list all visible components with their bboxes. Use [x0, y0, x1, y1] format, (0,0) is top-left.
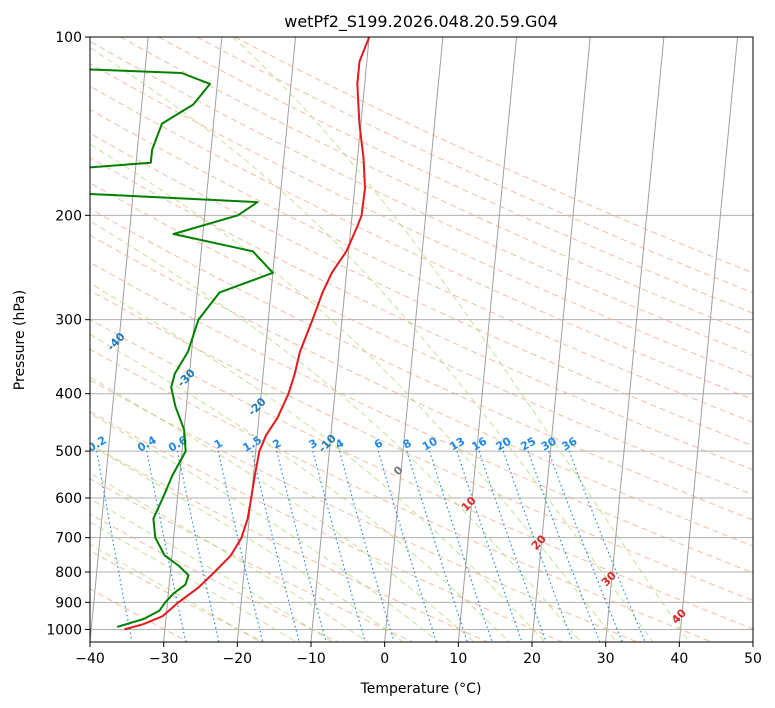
x-tick-label: 20: [523, 651, 541, 667]
moist-adiabat: [232, 37, 690, 642]
skewed-isotherms: [90, 37, 753, 642]
dry-adiabat: [90, 182, 753, 496]
y-tick-label: 900: [55, 595, 82, 611]
moist-adiabat: [90, 220, 582, 642]
y-tick-label: 1000: [46, 622, 82, 638]
temperature-profile-line: [124, 37, 371, 631]
moist-adiabat: [90, 333, 510, 642]
isotherm-line: [678, 37, 739, 642]
dry-adiabat: [90, 478, 414, 642]
y-tick-label: 400: [55, 387, 82, 403]
mixing-ratio-line: [338, 450, 395, 642]
y-tick-label: 300: [55, 313, 82, 329]
mixing-ratio-line: [478, 450, 547, 642]
isotherm-line: [310, 37, 370, 642]
x-tick-label: −30: [149, 651, 179, 667]
moist-adiabat: [90, 282, 546, 642]
dewpoint-profile-line: [90, 68, 274, 628]
y-tick-label: 200: [55, 208, 82, 224]
dry-adiabat: [90, 588, 190, 642]
x-tick-label: 10: [449, 651, 467, 667]
moist-adiabat: [90, 412, 439, 642]
mixing-ratio-line: [177, 450, 220, 642]
y-tick-label: 800: [55, 565, 82, 581]
y-tick-label: 100: [55, 30, 82, 46]
mixing-ratio-line: [502, 450, 574, 642]
dry-adiabat: [90, 411, 563, 642]
y-axis-ticks: 100 200 300 400 500 600 700 800 900 1000: [46, 30, 90, 638]
isotherm-line: [457, 37, 518, 642]
y-tick-label: 500: [55, 444, 82, 460]
sounding-series: [90, 37, 371, 631]
mixing-ratio-line: [429, 450, 493, 642]
dry-adiabat: [90, 289, 753, 602]
mixing-ratio-line: [456, 450, 523, 642]
mixing-ratio-line: [527, 450, 601, 642]
dry-adiabats: [90, 37, 753, 642]
x-tick-label: 30: [597, 651, 615, 667]
dry-adiabat: [158, 37, 753, 314]
moist-adiabat: [90, 472, 368, 642]
dry-adiabat: [90, 444, 488, 642]
dry-adiabat: [90, 234, 753, 547]
mixing-ratio-line: [547, 450, 623, 642]
moist-adiabat: [90, 47, 654, 642]
moist-adiabat: [90, 444, 404, 642]
mixing-ratio-line: [217, 450, 264, 642]
dry-adiabat: [90, 261, 753, 574]
isotherm-line: [236, 37, 297, 642]
dry-adiabat: [196, 37, 753, 294]
x-axis-ticks: −40 −30 −20 −10 0 10 20 30 40 50: [75, 642, 762, 667]
chart-title: wetPf2_S199.2026.048.20.59.G04: [284, 12, 558, 32]
isotherm-line: [90, 37, 149, 642]
isotherm-line: [384, 37, 444, 642]
isotherm-line: [531, 37, 591, 642]
x-tick-label: 50: [744, 651, 762, 667]
y-tick-label: 600: [55, 491, 82, 507]
x-tick-label: 40: [670, 651, 688, 667]
x-tick-label: −10: [296, 651, 326, 667]
dry-adiabat: [90, 348, 712, 642]
x-axis-label: Temperature (°C): [360, 681, 482, 697]
x-tick-label: −20: [223, 651, 253, 667]
mixing-ratio-line: [568, 450, 646, 642]
x-tick-label: −40: [75, 651, 105, 667]
isotherm-line: [605, 37, 665, 642]
plot-frame: [89, 36, 754, 643]
mixing-ratio-line: [377, 450, 437, 642]
mixing-ratio-line: [406, 450, 469, 642]
dry-adiabat: [90, 318, 753, 630]
x-tick-label: 0: [380, 651, 389, 667]
y-axis-label: Pressure (hPa): [12, 290, 28, 390]
moist-adiabat: [90, 543, 261, 642]
y-tick-label: 700: [55, 531, 82, 547]
moist-adiabat: [90, 376, 475, 642]
dry-adiabat: [90, 379, 638, 642]
mixing-ratio-line: [251, 450, 300, 642]
mixing-ratio-lines: [96, 450, 646, 642]
